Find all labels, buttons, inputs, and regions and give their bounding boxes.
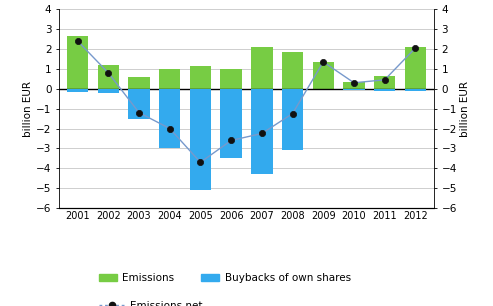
Y-axis label: billion EUR: billion EUR bbox=[459, 80, 470, 137]
Bar bbox=[343, 89, 365, 90]
Bar bbox=[251, 89, 273, 174]
Bar bbox=[128, 77, 150, 89]
Bar bbox=[220, 69, 242, 89]
Bar bbox=[98, 89, 119, 93]
Bar bbox=[282, 52, 303, 89]
Y-axis label: billion EUR: billion EUR bbox=[23, 80, 34, 137]
Bar bbox=[282, 89, 303, 150]
Bar bbox=[98, 65, 119, 89]
Bar bbox=[190, 66, 211, 89]
Bar bbox=[405, 47, 426, 89]
Bar bbox=[343, 82, 365, 89]
Bar bbox=[67, 89, 88, 92]
Bar bbox=[159, 89, 180, 148]
Legend: Emissions net: Emissions net bbox=[94, 297, 207, 306]
Bar bbox=[374, 76, 395, 89]
Bar bbox=[159, 69, 180, 89]
Bar bbox=[251, 47, 273, 89]
Bar bbox=[374, 89, 395, 91]
Bar bbox=[405, 89, 426, 91]
Bar bbox=[190, 89, 211, 190]
Bar bbox=[220, 89, 242, 159]
Bar bbox=[128, 89, 150, 118]
Bar bbox=[313, 62, 334, 89]
Bar bbox=[67, 36, 88, 89]
